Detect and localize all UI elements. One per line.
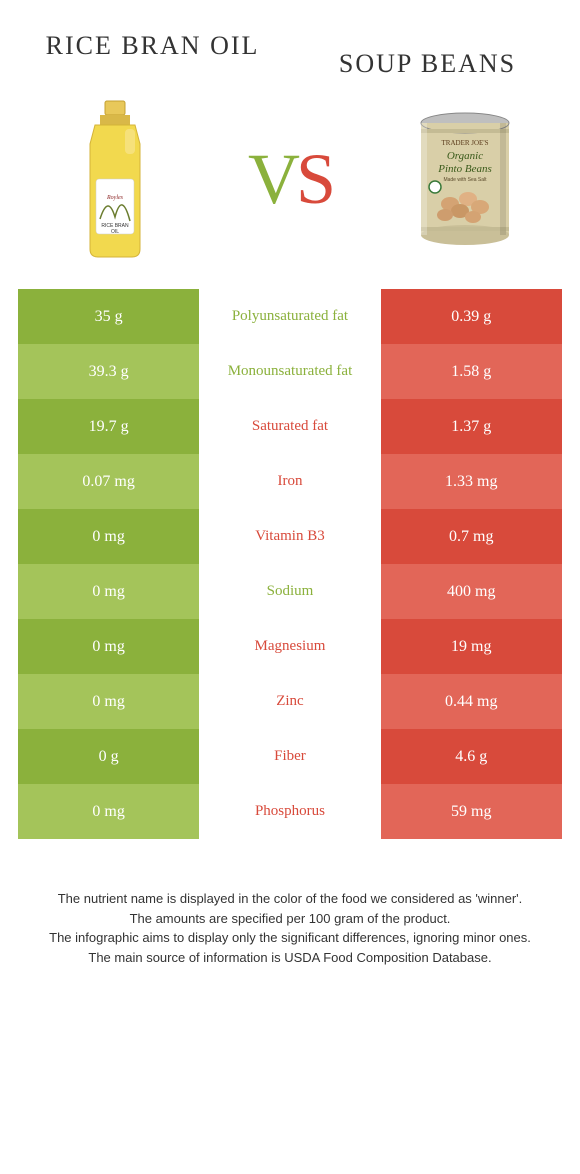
table-row: 35 gPolyunsaturated fat0.39 g <box>18 289 562 344</box>
vs-label: VS <box>248 138 332 221</box>
right-value: 1.37 g <box>381 399 562 454</box>
table-row: 0 gFiber4.6 g <box>18 729 562 784</box>
left-value: 39.3 g <box>18 344 199 399</box>
beans-can-icon: TRADER JOE'S Organic Pinto Beans Made wi… <box>410 109 520 249</box>
product-images-row: Royles RICE BRAN OIL VS TRADER JOE'S Org… <box>0 79 580 289</box>
table-row: 0 mgMagnesium19 mg <box>18 619 562 674</box>
footer-line: The nutrient name is displayed in the co… <box>30 889 550 909</box>
right-value: 19 mg <box>381 619 562 674</box>
right-value: 4.6 g <box>381 729 562 784</box>
nutrient-label: Sodium <box>199 564 380 619</box>
svg-text:Made with Sea Salt: Made with Sea Salt <box>443 177 487 183</box>
svg-text:Organic: Organic <box>447 150 483 162</box>
table-row: 0 mgVitamin B30.7 mg <box>18 509 562 564</box>
left-title: Rice bran oil <box>40 30 265 61</box>
comparison-table: 35 gPolyunsaturated fat0.39 g39.3 gMonou… <box>18 289 562 839</box>
footer-line: The amounts are specified per 100 gram o… <box>30 909 550 929</box>
left-value: 35 g <box>18 289 199 344</box>
right-value: 1.33 mg <box>381 454 562 509</box>
nutrient-label: Phosphorus <box>199 784 380 839</box>
left-value: 0 g <box>18 729 199 784</box>
left-value: 0 mg <box>18 619 199 674</box>
left-value: 19.7 g <box>18 399 199 454</box>
nutrient-label: Zinc <box>199 674 380 729</box>
table-row: 0 mgSodium400 mg <box>18 564 562 619</box>
left-value: 0 mg <box>18 564 199 619</box>
header: Rice bran oil Soup beans <box>0 0 580 79</box>
right-value: 400 mg <box>381 564 562 619</box>
left-value: 0 mg <box>18 784 199 839</box>
left-value: 0.07 mg <box>18 454 199 509</box>
footer-line: The infographic aims to display only the… <box>30 928 550 948</box>
table-row: 0 mgPhosphorus59 mg <box>18 784 562 839</box>
footer-notes: The nutrient name is displayed in the co… <box>0 839 580 967</box>
right-product-image: TRADER JOE'S Organic Pinto Beans Made wi… <box>390 99 540 259</box>
nutrient-label: Fiber <box>199 729 380 784</box>
footer-line: The main source of information is USDA F… <box>30 948 550 968</box>
table-row: 39.3 gMonounsaturated fat1.58 g <box>18 344 562 399</box>
left-value: 0 mg <box>18 674 199 729</box>
svg-text:Royles: Royles <box>106 195 124 201</box>
svg-text:Pinto Beans: Pinto Beans <box>437 163 491 175</box>
nutrient-label: Saturated fat <box>199 399 380 454</box>
nutrient-label: Monounsaturated fat <box>199 344 380 399</box>
nutrient-label: Vitamin B3 <box>199 509 380 564</box>
oil-bottle-icon: Royles RICE BRAN OIL <box>70 99 160 259</box>
left-product-image: Royles RICE BRAN OIL <box>40 99 190 259</box>
right-value: 0.7 mg <box>381 509 562 564</box>
svg-text:TRADER JOE'S: TRADER JOE'S <box>442 139 489 147</box>
vs-s: S <box>296 138 332 221</box>
table-row: 19.7 gSaturated fat1.37 g <box>18 399 562 454</box>
right-value: 0.44 mg <box>381 674 562 729</box>
nutrient-label: Polyunsaturated fat <box>199 289 380 344</box>
nutrient-label: Iron <box>199 454 380 509</box>
right-value: 0.39 g <box>381 289 562 344</box>
svg-text:OIL: OIL <box>111 229 119 235</box>
table-row: 0 mgZinc0.44 mg <box>18 674 562 729</box>
left-value: 0 mg <box>18 509 199 564</box>
nutrient-label: Magnesium <box>199 619 380 674</box>
table-row: 0.07 mgIron1.33 mg <box>18 454 562 509</box>
right-title: Soup beans <box>315 30 540 79</box>
vs-v: V <box>248 138 296 221</box>
right-value: 59 mg <box>381 784 562 839</box>
right-value: 1.58 g <box>381 344 562 399</box>
